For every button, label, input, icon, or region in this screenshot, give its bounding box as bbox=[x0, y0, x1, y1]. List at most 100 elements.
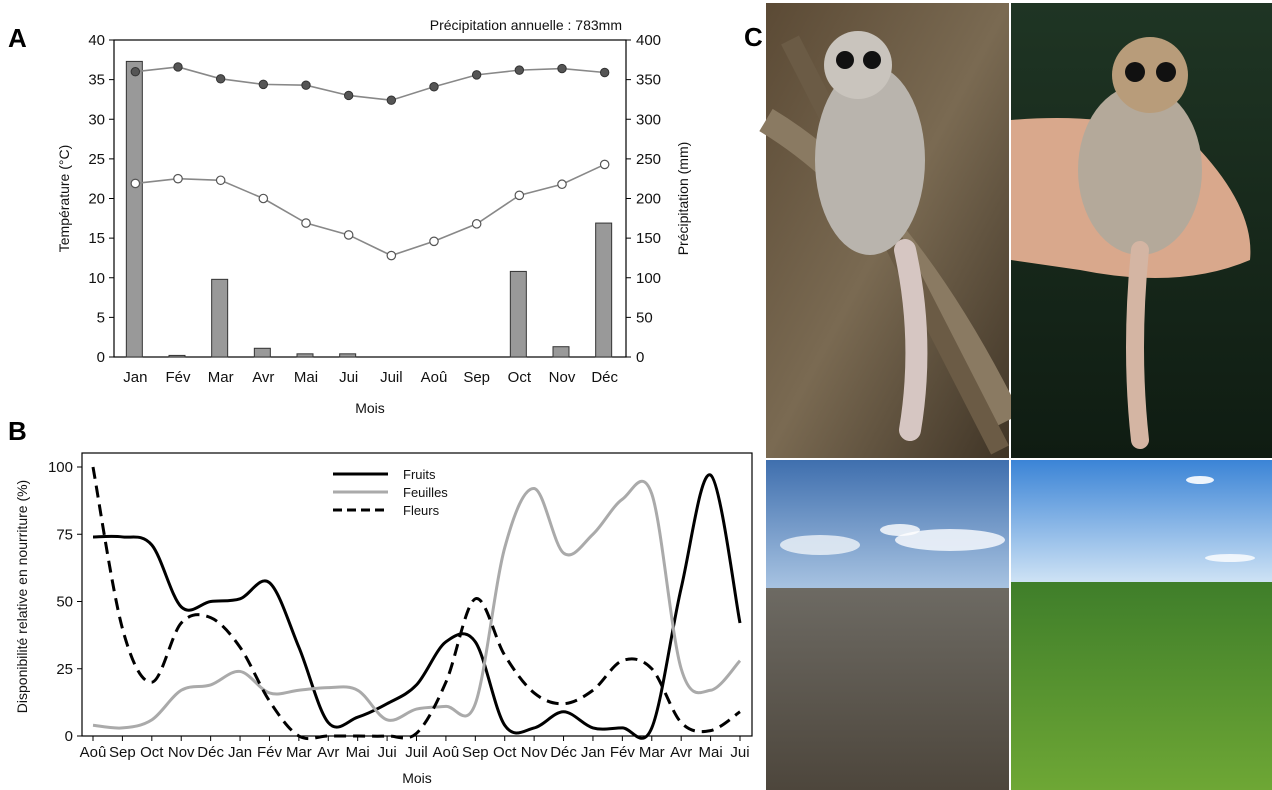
x-tick-label: Fév bbox=[610, 744, 636, 761]
temp-max-point bbox=[173, 62, 183, 72]
green-forest-landscape-photo bbox=[1011, 460, 1272, 790]
x-tick-label: Jan bbox=[228, 744, 252, 761]
x-tick-label: Aoû bbox=[433, 744, 460, 761]
panel-c-photos bbox=[759, 3, 1272, 790]
precipitation-bar bbox=[552, 346, 570, 358]
x-tick-label: Déc bbox=[591, 369, 618, 386]
y-right-axis-title-a: Précipitation (mm) bbox=[675, 142, 691, 256]
x-tick-label: Jan bbox=[581, 744, 605, 761]
temp-max-point bbox=[599, 67, 610, 78]
x-tick-label: Déc bbox=[550, 744, 577, 761]
x-axis-title-b: Mois bbox=[402, 770, 432, 786]
lemur-in-hand-photo bbox=[1011, 3, 1272, 458]
panel-letter-b: B bbox=[8, 416, 27, 446]
temp-max-point bbox=[471, 70, 482, 80]
y-tick-label: 75 bbox=[56, 526, 73, 543]
x-tick-label: Oct bbox=[493, 744, 517, 761]
y-left-tick-label: 40 bbox=[88, 32, 105, 49]
x-tick-label: Fév bbox=[165, 369, 191, 386]
x-tick-label: Sep bbox=[462, 744, 489, 761]
x-tick-label: Mai bbox=[346, 744, 370, 761]
temp-min-point bbox=[258, 193, 269, 204]
x-tick-label: Juil bbox=[380, 369, 403, 386]
x-tick-label: Avr bbox=[670, 744, 692, 761]
dry-forest-landscape-photo bbox=[766, 460, 1009, 790]
y-left-tick-label: 20 bbox=[88, 191, 105, 208]
y-left-tick-label: 30 bbox=[88, 111, 105, 128]
y-tick-label: 50 bbox=[56, 594, 73, 611]
x-tick-label: Avr bbox=[252, 369, 274, 386]
y-right-tick-label: 350 bbox=[636, 72, 661, 89]
x-tick-label: Nov bbox=[521, 744, 548, 761]
legend-label: Feuilles bbox=[403, 485, 448, 500]
precipitation-bar bbox=[253, 347, 271, 358]
temp-min-point bbox=[215, 175, 226, 186]
y-tick-label: 25 bbox=[56, 661, 73, 678]
temp-max-point bbox=[215, 74, 226, 84]
panel-letter-c: C bbox=[744, 22, 763, 52]
temp-max-point bbox=[301, 80, 311, 90]
legend-label: Fruits bbox=[403, 467, 436, 482]
x-tick-label: Mar bbox=[639, 744, 665, 761]
lemur-on-branch-photo bbox=[759, 3, 1021, 458]
temp-max-point bbox=[429, 82, 439, 92]
series-line-1 bbox=[92, 479, 742, 730]
y-left-tick-label: 15 bbox=[88, 230, 105, 247]
y-right-tick-label: 300 bbox=[636, 111, 661, 128]
precipitation-bar bbox=[168, 354, 186, 358]
y-axis-title-b: Disponibilité relative en nourriture (%) bbox=[14, 480, 30, 713]
y-right-tick-label: 200 bbox=[636, 191, 661, 208]
y-tick-label: 0 bbox=[65, 728, 73, 745]
temp-min-point bbox=[386, 250, 397, 261]
x-tick-label: Nov bbox=[168, 744, 195, 761]
temp-min-point bbox=[173, 173, 183, 184]
x-tick-label: Jan bbox=[123, 369, 147, 386]
x-tick-label: Mar bbox=[208, 369, 234, 386]
x-tick-label: Avr bbox=[317, 744, 339, 761]
temp-max-point bbox=[343, 90, 354, 101]
x-tick-label: Déc bbox=[197, 744, 224, 761]
y-left-tick-label: 0 bbox=[97, 349, 105, 366]
temp-min-point bbox=[557, 179, 567, 190]
y-right-tick-label: 400 bbox=[636, 32, 661, 49]
plot-frame-a bbox=[113, 39, 627, 358]
y-right-tick-label: 0 bbox=[636, 349, 644, 366]
temp-max-line bbox=[135, 66, 605, 102]
temp-min-point bbox=[343, 230, 354, 240]
y-right-tick-label: 100 bbox=[636, 270, 661, 287]
y-left-tick-label: 10 bbox=[88, 270, 105, 287]
temp-max-point bbox=[130, 67, 141, 77]
x-tick-label: Sep bbox=[109, 744, 136, 761]
temp-min-point bbox=[471, 219, 482, 229]
temp-min-point bbox=[599, 159, 610, 170]
precipitation-bar bbox=[296, 353, 314, 358]
y-left-tick-label: 5 bbox=[97, 309, 105, 326]
y-left-tick-label: 25 bbox=[88, 151, 105, 168]
temp-min-line bbox=[135, 163, 606, 257]
precipitation-bar bbox=[339, 353, 357, 358]
x-tick-label: Oct bbox=[140, 744, 164, 761]
x-tick-label: Nov bbox=[549, 369, 576, 386]
x-tick-label: Mai bbox=[699, 744, 723, 761]
legend-label: Fleurs bbox=[403, 503, 440, 518]
y-tick-label: 100 bbox=[48, 459, 73, 476]
precipitation-bar bbox=[125, 60, 143, 358]
x-tick-label: Fév bbox=[257, 744, 283, 761]
temp-max-point bbox=[557, 63, 567, 74]
panel-a-climate-chart: 0510152025303540050100150200250300350400… bbox=[56, 17, 691, 416]
temp-max-point bbox=[514, 65, 525, 75]
temp-min-point bbox=[514, 190, 525, 201]
x-tick-label: Oct bbox=[508, 369, 532, 386]
temp-min-point bbox=[301, 218, 311, 228]
temp-max-point bbox=[258, 79, 269, 90]
temp-min-point bbox=[429, 236, 439, 247]
y-right-tick-label: 50 bbox=[636, 309, 653, 326]
x-tick-label: Mai bbox=[294, 369, 318, 386]
temp-min-point bbox=[130, 178, 141, 189]
y-left-axis-title-a: Température (°C) bbox=[56, 145, 72, 253]
x-tick-label: Mar bbox=[286, 744, 312, 761]
x-tick-label: Aoû bbox=[80, 744, 107, 761]
series-line-0 bbox=[92, 473, 742, 740]
